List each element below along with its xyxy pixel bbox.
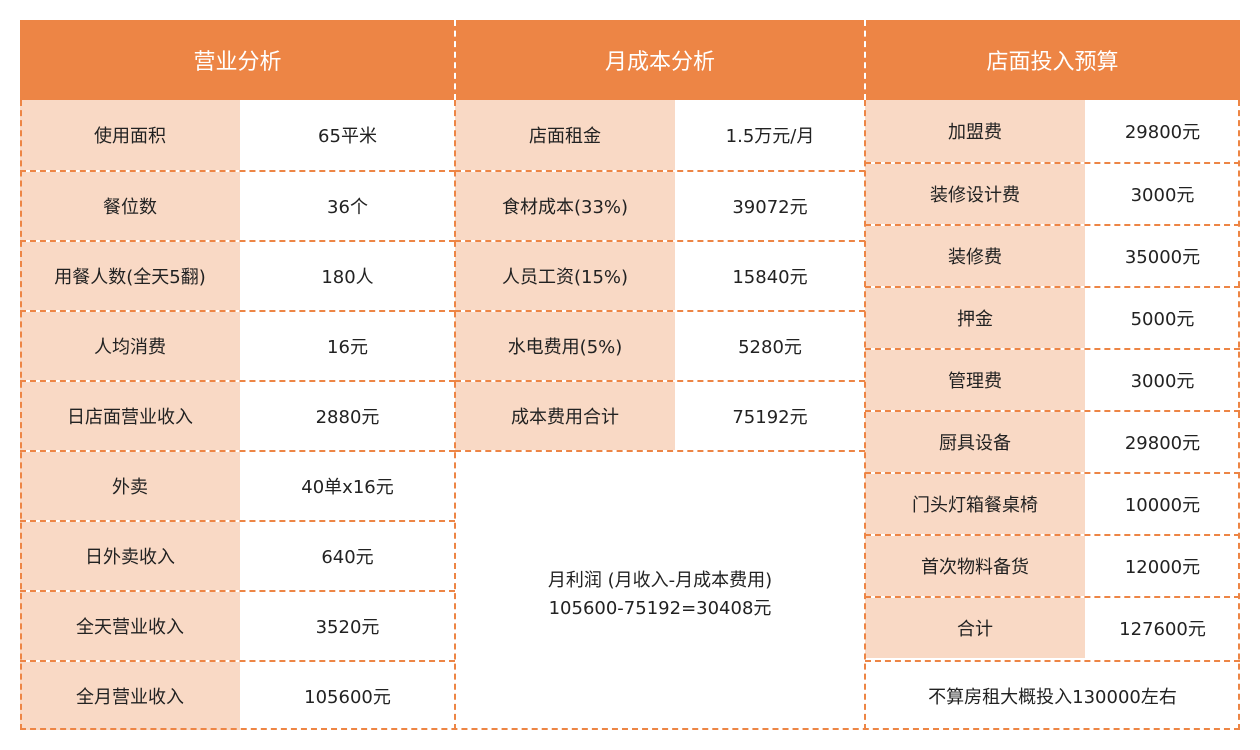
row-label: 成本费用合计 <box>455 382 675 450</box>
table-header: 营业分析 月成本分析 店面投入预算 <box>20 20 1240 100</box>
table-row: 门头灯箱餐桌椅 10000元 <box>865 472 1240 534</box>
row-label: 管理费 <box>865 350 1085 410</box>
row-value: 3000元 <box>1085 350 1240 410</box>
column-divider <box>454 100 456 730</box>
table-row: 押金 5000元 <box>865 286 1240 348</box>
table-border-bottom <box>20 728 1240 730</box>
row-label: 餐位数 <box>20 172 240 240</box>
row-label: 店面租金 <box>455 100 675 170</box>
row-label: 人均消费 <box>20 312 240 380</box>
row-value: 15840元 <box>675 242 865 310</box>
row-label: 押金 <box>865 288 1085 348</box>
row-value: 5280元 <box>675 312 865 380</box>
table-row: 全天营业收入 3520元 <box>20 590 455 660</box>
table-border-left <box>20 100 22 730</box>
budget-column: 加盟费 29800元 装修设计费 3000元 装修费 35000元 押金 500… <box>865 100 1240 658</box>
table-border-right <box>1238 100 1240 730</box>
header-divider <box>454 20 456 100</box>
row-value: 36个 <box>240 172 455 240</box>
column-divider <box>864 100 866 730</box>
table-row: 日外卖收入 640元 <box>20 520 455 590</box>
table-row: 食材成本(33%) 39072元 <box>455 170 865 240</box>
monthly-profit: 月利润 (月收入-月成本费用) 105600-75192=30408元 <box>455 450 865 730</box>
row-label: 厨具设备 <box>865 412 1085 472</box>
header-business: 营业分析 <box>193 50 282 75</box>
row-label: 加盟费 <box>865 100 1085 162</box>
row-label: 水电费用(5%) <box>455 312 675 380</box>
row-label: 日外卖收入 <box>20 522 240 590</box>
table-row: 全月营业收入 105600元 <box>20 660 455 730</box>
row-value: 3520元 <box>240 592 455 660</box>
row-label: 全月营业收入 <box>20 662 240 730</box>
row-value: 1.5万元/月 <box>675 100 865 170</box>
table-row: 装修设计费 3000元 <box>865 162 1240 224</box>
table-row: 外卖 40单x16元 <box>20 450 455 520</box>
row-label: 装修设计费 <box>865 164 1085 224</box>
table-row: 管理费 3000元 <box>865 348 1240 410</box>
profit-formula-value: 105600-75192=30408元 <box>548 598 772 619</box>
table-row: 店面租金 1.5万元/月 <box>455 100 865 170</box>
table-row: 装修费 35000元 <box>865 224 1240 286</box>
table-row: 使用面积 65平米 <box>20 100 455 170</box>
table-row: 用餐人数(全天5翻) 180人 <box>20 240 455 310</box>
row-value: 40单x16元 <box>240 452 455 520</box>
row-label: 装修费 <box>865 226 1085 286</box>
row-value: 39072元 <box>675 172 865 240</box>
table-row: 人员工资(15%) 15840元 <box>455 240 865 310</box>
budget-note: 不算房租大概投入130000左右 <box>865 660 1240 730</box>
table-row: 合计 127600元 <box>865 596 1240 658</box>
header-divider <box>864 20 866 100</box>
profit-formula-label: 月利润 (月收入-月成本费用) <box>547 570 773 591</box>
row-label: 外卖 <box>20 452 240 520</box>
header-store-budget: 店面投入预算 <box>986 50 1119 75</box>
row-value: 10000元 <box>1085 474 1240 534</box>
business-column: 使用面积 65平米 餐位数 36个 用餐人数(全天5翻) 180人 人均消费 1… <box>20 100 455 730</box>
table-row: 餐位数 36个 <box>20 170 455 240</box>
row-value: 35000元 <box>1085 226 1240 286</box>
row-value: 127600元 <box>1085 598 1240 658</box>
row-value: 12000元 <box>1085 536 1240 596</box>
row-label: 首次物料备货 <box>865 536 1085 596</box>
row-label: 用餐人数(全天5翻) <box>20 242 240 310</box>
row-value: 2880元 <box>240 382 455 450</box>
row-label: 食材成本(33%) <box>455 172 675 240</box>
row-label: 合计 <box>865 598 1085 658</box>
row-value: 105600元 <box>240 662 455 730</box>
row-value: 640元 <box>240 522 455 590</box>
row-value: 16元 <box>240 312 455 380</box>
row-value: 65平米 <box>240 100 455 170</box>
analysis-table: 营业分析 月成本分析 店面投入预算 使用面积 65平米 餐位数 36个 用餐人数… <box>20 20 1240 730</box>
table-row: 人均消费 16元 <box>20 310 455 380</box>
table-row: 水电费用(5%) 5280元 <box>455 310 865 380</box>
row-value: 75192元 <box>675 382 865 450</box>
header-monthly-cost: 月成本分析 <box>604 50 715 75</box>
table-row: 成本费用合计 75192元 <box>455 380 865 450</box>
row-label: 日店面营业收入 <box>20 382 240 450</box>
row-value: 180人 <box>240 242 455 310</box>
row-value: 29800元 <box>1085 412 1240 472</box>
row-value: 29800元 <box>1085 100 1240 162</box>
row-label: 人员工资(15%) <box>455 242 675 310</box>
table-row: 厨具设备 29800元 <box>865 410 1240 472</box>
row-label: 使用面积 <box>20 100 240 170</box>
row-label: 门头灯箱餐桌椅 <box>865 474 1085 534</box>
table-row: 加盟费 29800元 <box>865 100 1240 162</box>
row-value: 5000元 <box>1085 288 1240 348</box>
row-value: 3000元 <box>1085 164 1240 224</box>
row-label: 全天营业收入 <box>20 592 240 660</box>
table-row: 日店面营业收入 2880元 <box>20 380 455 450</box>
cost-column: 店面租金 1.5万元/月 食材成本(33%) 39072元 人员工资(15%) … <box>455 100 865 450</box>
table-row: 首次物料备货 12000元 <box>865 534 1240 596</box>
